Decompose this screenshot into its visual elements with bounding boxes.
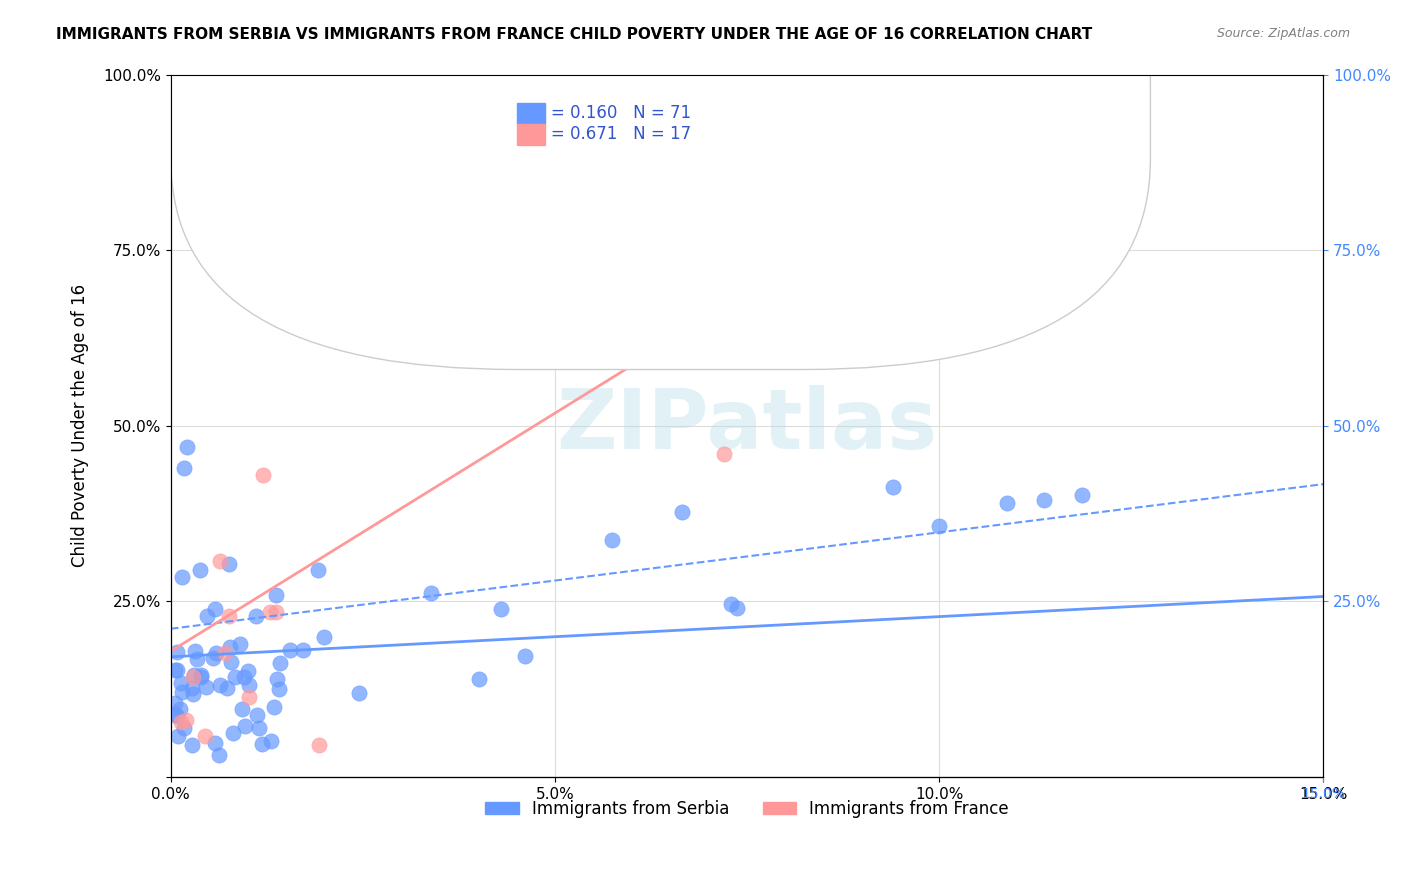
Point (725, 600, 748, 615)
Point (307, 564, 329, 578)
Legend: Immigrants from Serbia, Immigrants from France: Immigrants from Serbia, Immigrants from … (478, 793, 1015, 825)
Point (233, 670, 256, 684)
Point (491, 601, 513, 615)
Point (928, 519, 950, 533)
Bar (516, 124, 546, 145)
Point (217, 681, 239, 695)
Text: ZIPatlas: ZIPatlas (557, 385, 938, 467)
Point (181, 739, 204, 753)
Point (349, 686, 371, 700)
Point (252, 467, 274, 482)
Point (194, 680, 217, 694)
Point (204, 736, 226, 750)
Point (193, 729, 215, 743)
Point (186, 652, 208, 666)
Point (183, 668, 205, 682)
Point (209, 554, 232, 568)
Point (218, 557, 240, 571)
Point (190, 670, 212, 684)
Y-axis label: Child Poverty Under the Age of 16: Child Poverty Under the Age of 16 (72, 285, 89, 567)
Point (713, 447, 735, 461)
Point (246, 707, 269, 722)
Point (269, 682, 291, 697)
Point (229, 637, 252, 651)
Point (174, 713, 197, 727)
Point (717, 258, 740, 272)
Point (163, 663, 186, 677)
Text: R = 0.671   N = 17: R = 0.671 N = 17 (534, 125, 690, 144)
Text: R = 0.160   N = 71: R = 0.160 N = 71 (534, 104, 690, 122)
Point (245, 609, 267, 624)
Point (173, 460, 195, 475)
Point (166, 645, 188, 659)
Point (264, 588, 287, 602)
Point (218, 609, 240, 624)
Point (181, 670, 204, 684)
Point (759, 347, 782, 361)
Point (238, 677, 260, 691)
Point (233, 719, 256, 733)
Point (468, 672, 491, 686)
Point (166, 663, 188, 677)
Text: Source: ZipAtlas.com: Source: ZipAtlas.com (1216, 27, 1350, 40)
Point (260, 734, 283, 748)
Point (163, 696, 186, 710)
Point (202, 650, 225, 665)
Point (236, 664, 259, 678)
Point (170, 715, 193, 730)
Point (172, 570, 194, 584)
Point (278, 642, 301, 657)
Text: IMMIGRANTS FROM SERBIA VS IMMIGRANTS FROM FRANCE CHILD POVERTY UNDER THE AGE OF : IMMIGRANTS FROM SERBIA VS IMMIGRANTS FRO… (56, 27, 1092, 42)
Point (170, 684, 193, 698)
Point (720, 597, 742, 611)
Point (163, 706, 186, 721)
Point (170, 675, 193, 690)
Point (314, 631, 336, 645)
Point (238, 690, 260, 704)
Point (263, 700, 285, 714)
Point (292, 642, 315, 657)
Point (259, 606, 281, 620)
Point (205, 646, 228, 660)
Point (1070, 488, 1092, 502)
Point (247, 721, 270, 735)
Point (214, 88, 236, 103)
Point (308, 738, 330, 752)
Point (1032, 493, 1054, 508)
Point (513, 648, 536, 663)
FancyBboxPatch shape (172, 0, 1150, 369)
Point (269, 657, 291, 671)
Point (602, 533, 624, 548)
Point (188, 563, 211, 577)
Point (264, 605, 287, 619)
Point (195, 608, 218, 623)
Point (221, 655, 243, 669)
Point (166, 709, 188, 723)
Point (169, 702, 191, 716)
Point (266, 672, 288, 686)
Bar (516, 103, 546, 124)
Point (219, 640, 242, 655)
Point (214, 646, 236, 660)
Point (208, 747, 231, 762)
Point (250, 737, 273, 751)
Point (231, 702, 253, 716)
Point (208, 678, 231, 692)
Point (420, 586, 443, 600)
Point (224, 670, 246, 684)
Point (184, 644, 207, 658)
Point (181, 681, 204, 696)
Point (995, 496, 1018, 510)
Point (204, 601, 226, 615)
Point (176, 440, 198, 454)
Point (181, 687, 204, 701)
Point (190, 667, 212, 681)
Point (173, 721, 195, 735)
Point (713, 159, 735, 173)
Point (882, 480, 904, 494)
Point (671, 505, 693, 519)
Point (167, 730, 190, 744)
Point (221, 726, 243, 740)
